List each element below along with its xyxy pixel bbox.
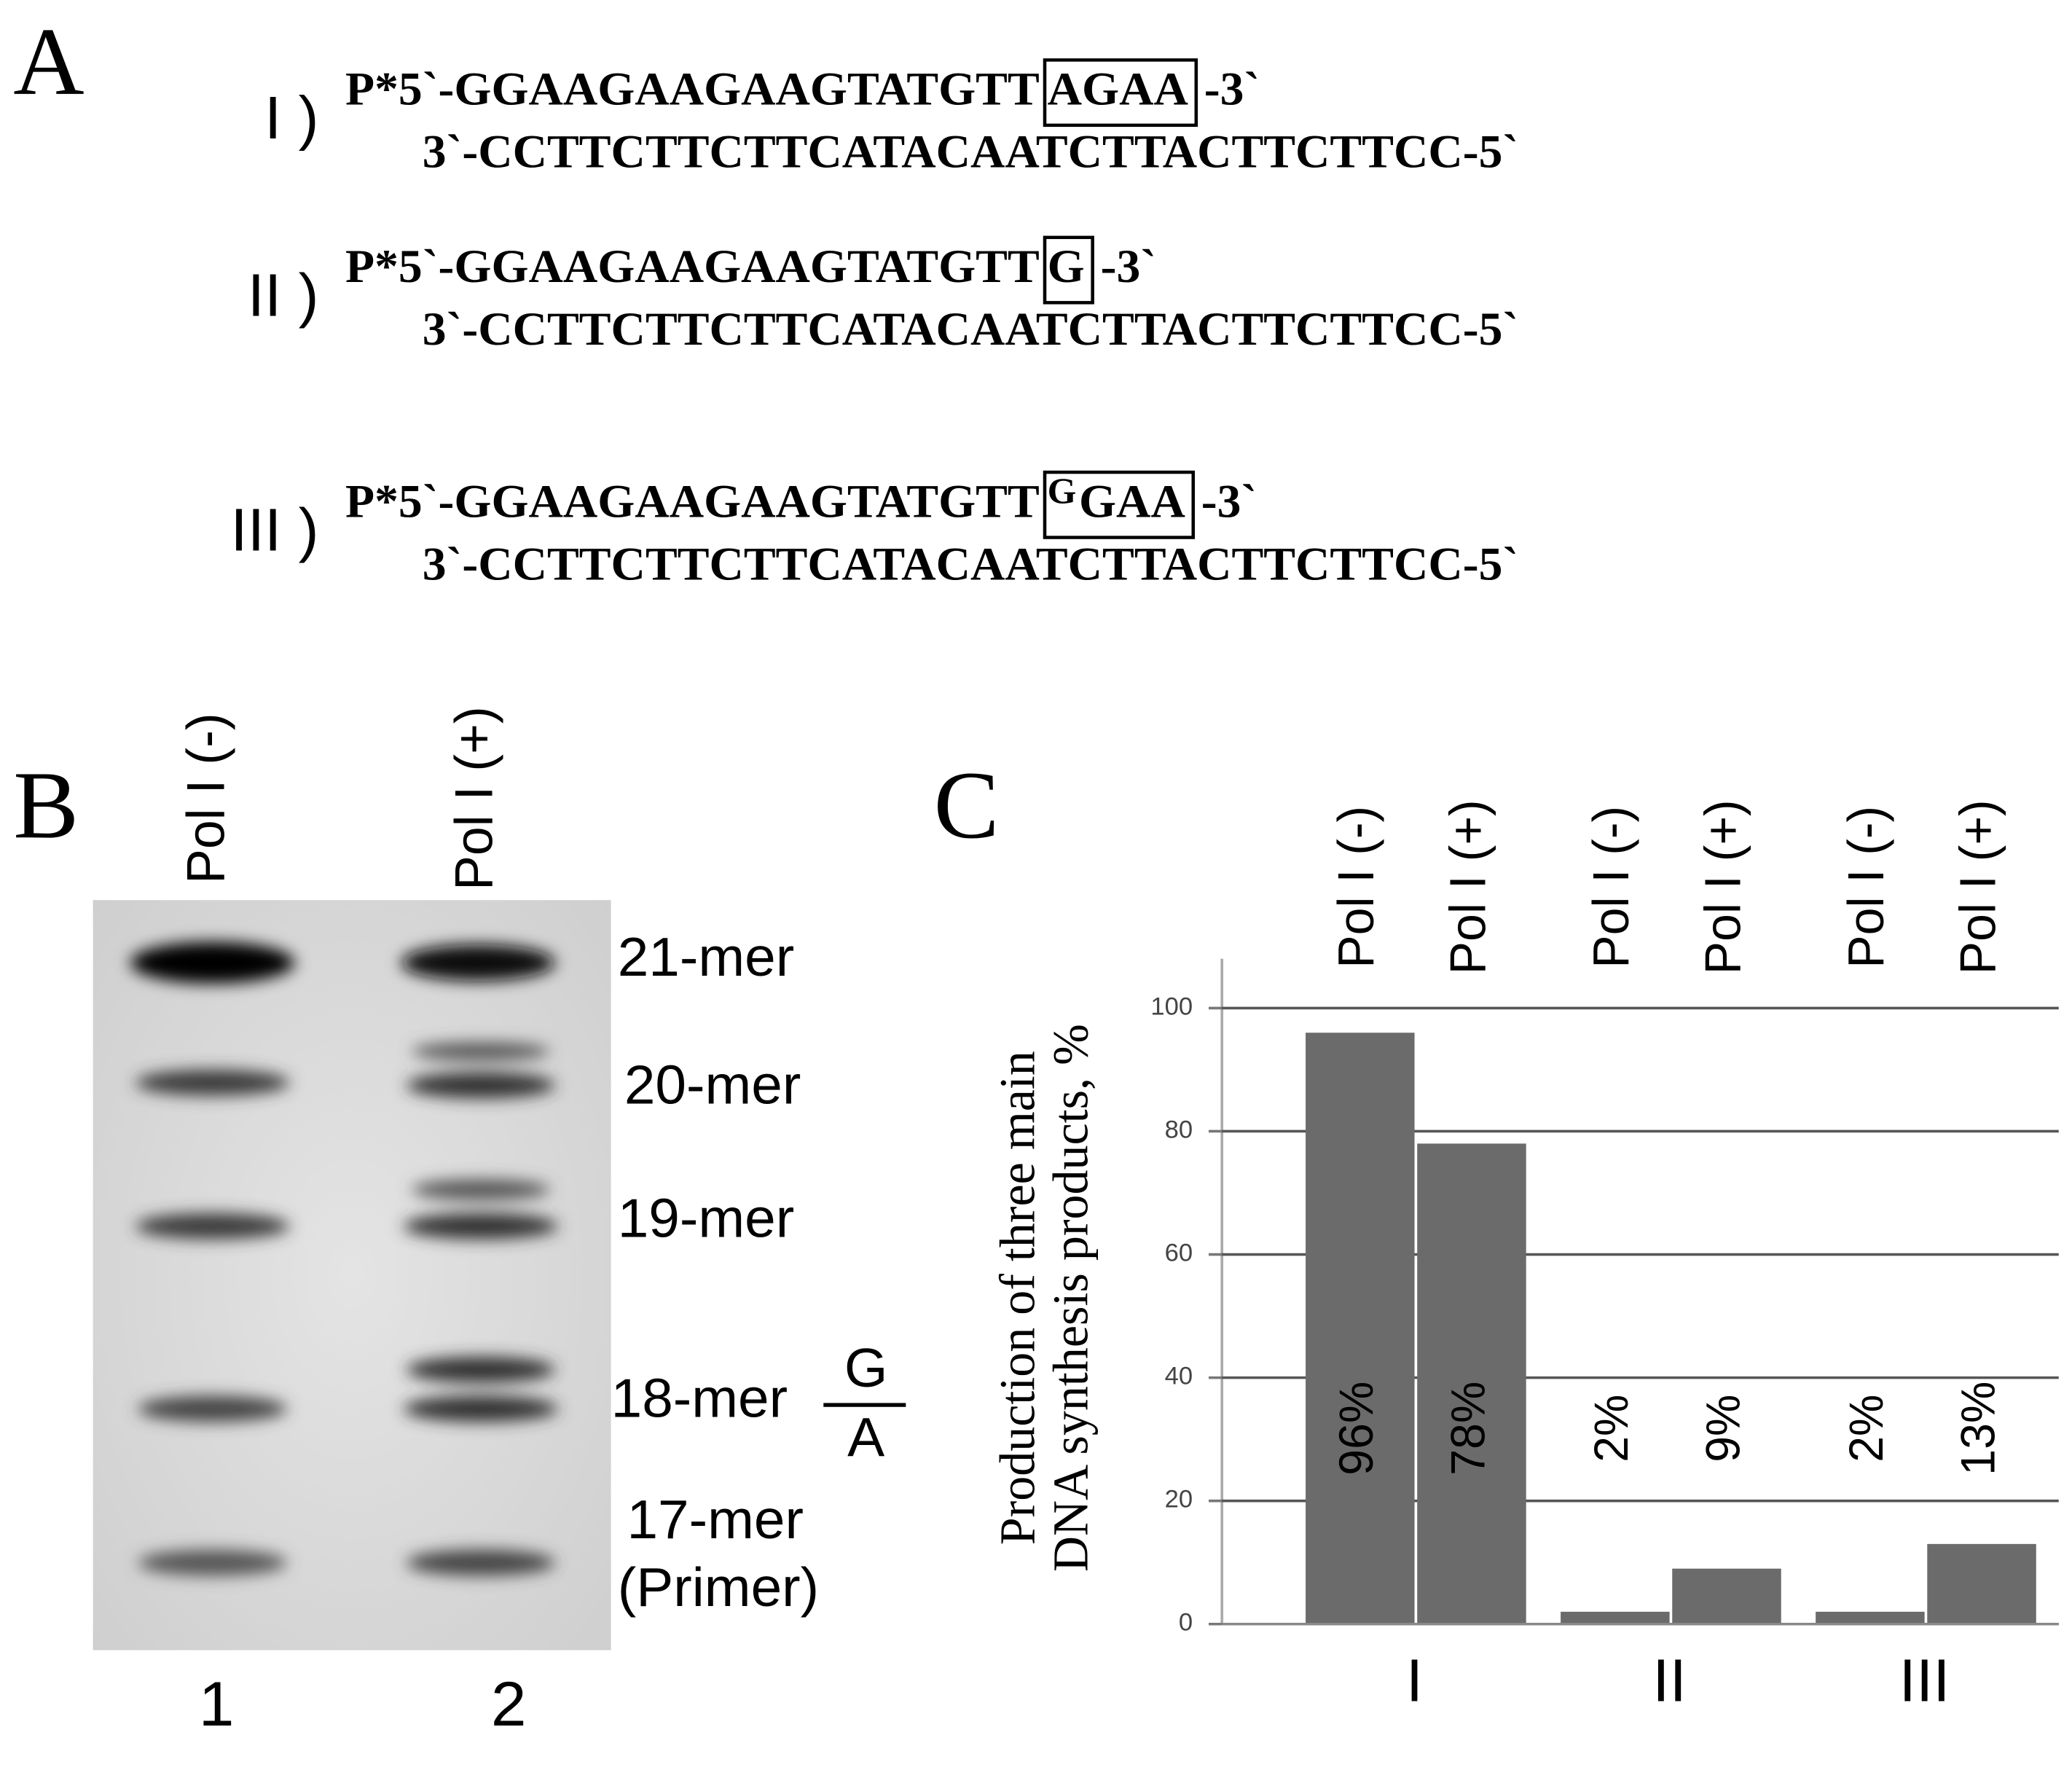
x-tick-label: II (1652, 1647, 1687, 1714)
boxed-base: G (1048, 241, 1085, 293)
value-label: 78% (1441, 1382, 1495, 1476)
box (1043, 470, 1196, 539)
top-strand: -3` (1201, 476, 1257, 528)
top-strand: -3` (1204, 63, 1260, 115)
value-label: 13% (1951, 1382, 2005, 1476)
bar (1672, 1568, 1781, 1624)
band-label: 17-mer (627, 1489, 804, 1550)
y-tick-label: 0 (1179, 1609, 1193, 1637)
gel-bands (130, 941, 558, 1576)
bottom-strand: 3`-CCTTCTTCTTCATACAATCTTACTTCTTCC-5` (423, 539, 1519, 590)
box (1043, 235, 1094, 305)
boxed-base: GAA (1079, 476, 1185, 528)
top-strand: P*5`-GGAAGAAGAAGTATGTT (345, 241, 1040, 293)
y-axis-title: Production of three main (989, 1051, 1045, 1545)
row-label: I ) (264, 85, 319, 152)
x-tick-label: I (1406, 1647, 1423, 1714)
bottom-strand: 3`-CCTTCTTCTTCATACAATCTTACTTCTTCC-5` (423, 304, 1519, 356)
y-tick-label: 100 (1150, 993, 1193, 1021)
series-label: Pol I (+) (1695, 799, 1751, 974)
top-strand: P*5`-GGAAGAAGAAGTATGTT (345, 476, 1040, 528)
band-label: 19-mer (618, 1188, 795, 1249)
variant-label: A (847, 1407, 884, 1468)
bar (1927, 1543, 2036, 1624)
value-label: 2% (1840, 1395, 1894, 1462)
lane-number: 1 (199, 1669, 235, 1739)
boxed-base: G (1048, 470, 1077, 510)
panel-letter: C (934, 751, 1000, 858)
row-label: II ) (248, 262, 319, 329)
lane-label: Pol I (-) (177, 713, 236, 884)
bottom-strand: 3`-CCTTCTTCTTCATACAATCTTACTTCTTCC-5` (423, 126, 1519, 178)
bar (1816, 1611, 1925, 1624)
value-label: 2% (1585, 1395, 1639, 1462)
y-axis-title: DNA synthesis products, % (1043, 1024, 1099, 1572)
y-tick-label: 20 (1165, 1486, 1193, 1513)
panel-letter: A (13, 8, 84, 115)
bar (1306, 1033, 1415, 1624)
y-tick-label: 60 (1165, 1239, 1193, 1267)
boxed-base: AGAA (1048, 63, 1188, 115)
value-label: 96% (1330, 1382, 1384, 1476)
band-label: 21-mer (618, 927, 795, 988)
panel-letter: B (13, 751, 79, 858)
band-label: 20-mer (624, 1054, 801, 1116)
series-label: Pol I (+) (1950, 799, 2006, 974)
lane-label: Pol I (+) (445, 706, 504, 890)
value-label: 9% (1696, 1395, 1750, 1462)
top-strand: P*5`-GGAAGAAGAAGTATGTT (345, 63, 1040, 115)
box (1043, 58, 1198, 128)
y-tick-label: 40 (1165, 1363, 1193, 1390)
bar (1417, 1143, 1526, 1624)
band-label: 18-mer (611, 1368, 788, 1429)
series-label: Pol I (-) (1328, 806, 1385, 968)
series-label: Pol I (-) (1838, 806, 1895, 968)
y-tick-label: 80 (1165, 1116, 1193, 1144)
gel (93, 900, 611, 1650)
bar (1561, 1611, 1670, 1624)
series-label: Pol I (-) (1583, 806, 1640, 968)
lane-number: 2 (491, 1669, 527, 1739)
variant-label: G (844, 1338, 888, 1399)
row-label: III ) (230, 496, 318, 563)
band-label: (Primer) (618, 1556, 819, 1618)
top-strand: -3` (1101, 241, 1157, 293)
series-label: Pol I (+) (1440, 799, 1496, 974)
x-tick-label: III (1899, 1647, 1950, 1714)
